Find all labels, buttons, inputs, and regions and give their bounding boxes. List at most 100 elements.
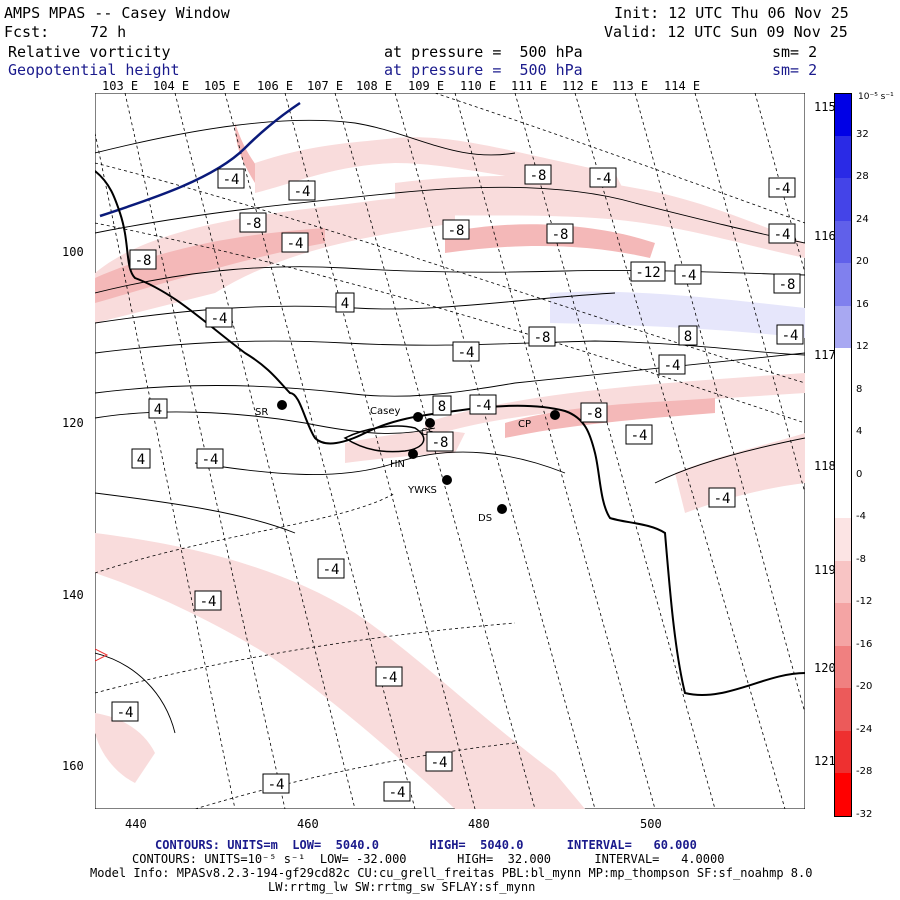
- contour-labels: -4 -4 -8 -4 -8 -4 -8 -4 -4 -8 -8 -12 -4 -4 -8 -4 -4 4 -4 -8…: [111, 164, 804, 802]
- svg-text:8: 8: [684, 329, 692, 345]
- svg-text:-4: -4: [774, 181, 791, 197]
- footer-contours-vorticity: CONTOURS: UNITS=10⁻⁵ s⁻¹ LOW= -32.000 HI…: [132, 852, 725, 866]
- parallel-line: [95, 492, 396, 574]
- contour-label: -8: [580, 402, 608, 423]
- meridian-line: [754, 93, 805, 274]
- svg-text:-4: -4: [389, 785, 406, 801]
- svg-text:-4: -4: [323, 562, 340, 578]
- contour-label: 4: [131, 448, 151, 469]
- field2-smoothing: sm= 2: [772, 61, 818, 79]
- top-lon-label: 108 E: [356, 79, 393, 93]
- svg-text:-8: -8: [448, 223, 465, 239]
- stations: SRCaseyCSHNYWKSCPDS: [255, 400, 560, 524]
- contour-label: -8: [239, 212, 267, 233]
- station-label: DS: [478, 513, 492, 524]
- meridian-line: [394, 93, 596, 809]
- svg-text:-12: -12: [635, 265, 660, 281]
- colorbar-segment: [834, 220, 852, 263]
- svg-text:-4: -4: [431, 755, 448, 771]
- colorbar-label: 16: [856, 298, 869, 310]
- y-tick-label: 160: [62, 759, 84, 773]
- svg-text:-8: -8: [586, 406, 603, 422]
- svg-text:-4: -4: [664, 358, 681, 374]
- station-label: SR: [255, 407, 268, 418]
- field1-smoothing: sm= 2: [772, 43, 818, 61]
- meridian-line: [574, 93, 786, 809]
- svg-text:-4: -4: [782, 328, 799, 344]
- colorbar-segment: [834, 560, 852, 603]
- meridian-line: [514, 93, 716, 809]
- contour-label: 8: [678, 325, 698, 346]
- contour-label: -4: [625, 424, 653, 445]
- x-tick-label: 480: [468, 817, 490, 831]
- colorbar-label: -32: [856, 808, 873, 820]
- forecast-hour: 72 h: [90, 23, 127, 41]
- svg-text:-4: -4: [595, 171, 612, 187]
- colorbar-segment: [834, 135, 852, 178]
- forecast-label: Fcst:: [4, 23, 50, 41]
- contour-label: -8: [546, 223, 574, 244]
- x-tick-label: 460: [297, 817, 319, 831]
- top-lon-label: 114 E: [664, 79, 701, 93]
- colorbar-label: -24: [856, 723, 873, 735]
- station-marker: [442, 475, 452, 485]
- colorbar-label: 28: [856, 171, 869, 182]
- colorbar-segment: [834, 518, 852, 561]
- parallel-line: [434, 93, 805, 224]
- svg-text:-4: -4: [631, 428, 648, 444]
- top-lon-label: 113 E: [612, 79, 649, 93]
- colorbar-label: 20: [856, 256, 869, 267]
- colorbar-label: 12: [856, 341, 869, 352]
- contour-label: -4: [589, 167, 617, 188]
- init-time: Init: 12 UTC Thu 06 Nov 25: [614, 4, 849, 22]
- contour-label: -4: [708, 487, 736, 508]
- svg-text:-4: -4: [287, 236, 304, 252]
- top-lon-label: 112 E: [562, 79, 599, 93]
- svg-text:-4: -4: [268, 777, 285, 793]
- colorbar-label: 24: [856, 213, 869, 225]
- svg-text:-8: -8: [432, 435, 449, 451]
- contour-label: -4: [262, 773, 290, 794]
- top-lon-label: 103 E: [102, 79, 139, 93]
- contour-label: -4: [205, 307, 233, 328]
- colorbar-segment: [834, 688, 852, 731]
- colorbar-label: 4: [856, 426, 863, 437]
- colorbar-label: 8: [856, 383, 863, 395]
- svg-text:4: 4: [137, 452, 145, 468]
- station-label: YWKS: [407, 485, 437, 496]
- colorbar-label: -16: [856, 638, 873, 650]
- contour-label: -8: [442, 219, 470, 240]
- colorbar-segment: [834, 178, 852, 221]
- meridian-line: [634, 93, 805, 714]
- svg-text:-4: -4: [202, 452, 219, 468]
- field2-name: Geopotential height: [8, 61, 180, 79]
- svg-text:-4: -4: [475, 398, 492, 414]
- map-arrow-marker: [95, 648, 109, 662]
- meridian-line: [95, 132, 236, 809]
- colorbar-segment: [834, 433, 852, 476]
- svg-text:-4: -4: [117, 705, 134, 721]
- station-label: HN: [390, 459, 405, 470]
- colorbar-segment: [834, 93, 852, 137]
- colorbar-segment: [834, 348, 852, 391]
- top-lon-label: 104 E: [153, 79, 190, 93]
- colorbar-label: -28: [856, 766, 873, 777]
- contour-label: -4: [375, 666, 403, 687]
- colorbar-segment: [834, 475, 852, 518]
- top-lon-label: 106 E: [257, 79, 294, 93]
- svg-text:8: 8: [438, 399, 446, 415]
- contour-label: -4: [469, 394, 497, 415]
- top-lon-label: 111 E: [511, 79, 548, 93]
- contour-label: -4: [776, 324, 804, 345]
- field1-name: Relative vorticity: [8, 43, 171, 61]
- colorbar-unit: 10⁻⁵ s⁻¹: [858, 92, 894, 102]
- meridian-line: [454, 93, 656, 809]
- y-tick-label: 120: [62, 416, 84, 430]
- contour-label: -8: [426, 431, 454, 452]
- field1-pressure: at pressure = 500 hPa: [384, 43, 583, 61]
- top-lon-label: 105 E: [204, 79, 241, 93]
- contour-label: -12: [630, 261, 666, 282]
- contour-label: -4: [111, 701, 139, 722]
- contour-label: -8: [773, 273, 801, 294]
- station-label: CP: [518, 419, 531, 430]
